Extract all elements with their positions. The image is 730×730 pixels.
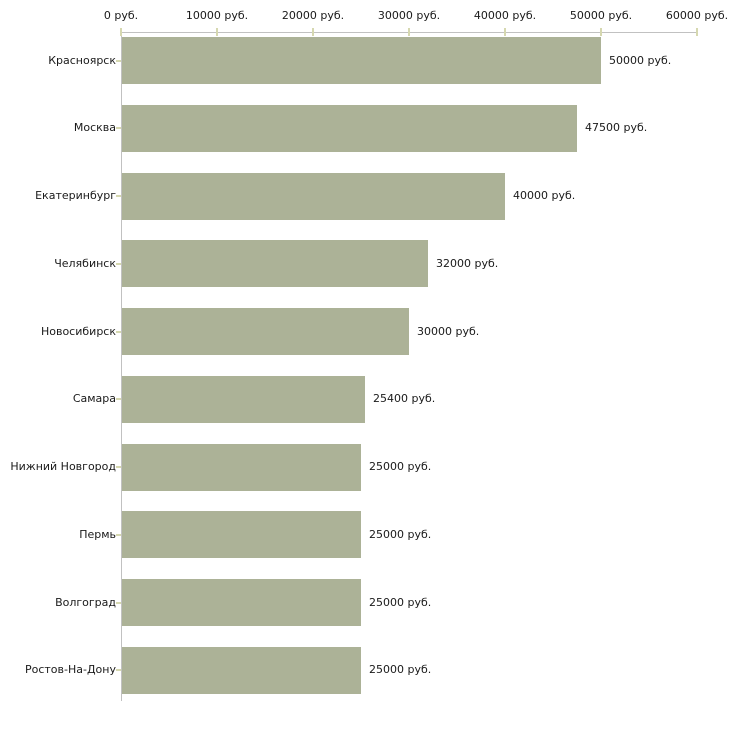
bar bbox=[122, 308, 409, 355]
bar bbox=[122, 647, 361, 694]
x-axis-tick-label: 30000 руб. bbox=[377, 9, 441, 22]
bar bbox=[122, 579, 361, 626]
value-label: 25000 руб. bbox=[369, 663, 432, 676]
category-label: Нижний Новгород bbox=[10, 460, 116, 473]
value-label: 40000 руб. bbox=[513, 189, 576, 202]
x-axis-tick-label: 10000 руб. bbox=[185, 9, 249, 22]
category-label: Пермь bbox=[79, 528, 116, 541]
x-axis-tick-label: 0 руб. bbox=[103, 9, 139, 22]
bar bbox=[122, 511, 361, 558]
category-label: Ростов-На-Дону bbox=[24, 663, 116, 676]
category-label: Самара bbox=[72, 392, 116, 405]
bar bbox=[122, 173, 505, 220]
x-axis-tick-label: 20000 руб. bbox=[281, 9, 345, 22]
value-label: 30000 руб. bbox=[417, 325, 480, 338]
y-axis-tick bbox=[116, 534, 121, 536]
bar bbox=[122, 240, 428, 287]
y-axis-line bbox=[121, 32, 122, 701]
value-label: 25400 руб. bbox=[373, 392, 436, 405]
y-axis-tick bbox=[116, 60, 121, 62]
x-axis-tick-label: 50000 руб. bbox=[569, 9, 633, 22]
y-axis-tick bbox=[116, 331, 121, 333]
value-label: 32000 руб. bbox=[436, 257, 499, 270]
x-axis-tick-label: 60000 руб. bbox=[665, 9, 729, 22]
x-axis-tick bbox=[216, 28, 218, 36]
y-axis-tick bbox=[116, 466, 121, 468]
y-axis-tick bbox=[116, 398, 121, 400]
value-label: 25000 руб. bbox=[369, 460, 432, 473]
y-axis-tick bbox=[116, 669, 121, 671]
y-axis-tick bbox=[116, 602, 121, 604]
x-axis-tick bbox=[312, 28, 314, 36]
x-axis-tick-label: 40000 руб. bbox=[473, 9, 537, 22]
bar bbox=[122, 444, 361, 491]
category-label: Новосибирск bbox=[40, 325, 116, 338]
x-axis-tick bbox=[504, 28, 506, 36]
value-label: 25000 руб. bbox=[369, 528, 432, 541]
bar bbox=[122, 37, 601, 84]
x-axis-tick bbox=[696, 28, 698, 36]
category-label: Челябинск bbox=[54, 257, 116, 270]
value-label: 25000 руб. bbox=[369, 596, 432, 609]
bar bbox=[122, 105, 577, 152]
category-label: Екатеринбург bbox=[35, 189, 116, 202]
value-label: 47500 руб. bbox=[585, 121, 648, 134]
y-axis-tick bbox=[116, 195, 121, 197]
y-axis-tick bbox=[116, 263, 121, 265]
value-label: 50000 руб. bbox=[609, 54, 672, 67]
x-axis-tick bbox=[600, 28, 602, 36]
x-axis-tick bbox=[408, 28, 410, 36]
x-axis-tick bbox=[120, 28, 122, 36]
category-label: Москва bbox=[73, 121, 116, 134]
category-label: Волгоград bbox=[55, 596, 116, 609]
category-label: Красноярск bbox=[48, 54, 116, 67]
bar bbox=[122, 376, 365, 423]
y-axis-tick bbox=[116, 127, 121, 129]
